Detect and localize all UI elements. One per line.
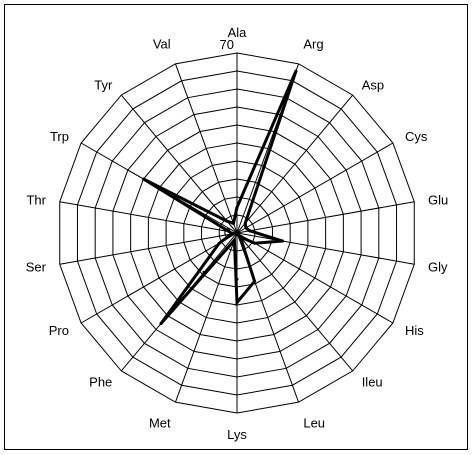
point-tyr: [225, 219, 229, 223]
point-gly: [281, 239, 285, 243]
category-label-phe: Phe: [89, 375, 112, 390]
point-cys: [244, 226, 248, 230]
spoke-cys: [236, 142, 394, 234]
category-label-glu: Glu: [428, 192, 448, 207]
category-label-his: His: [405, 323, 424, 338]
spoke-met: [174, 232, 238, 403]
radial-tick-70: 70: [220, 37, 234, 52]
point-ser: [230, 232, 234, 236]
category-label-asp: Asp: [362, 77, 384, 92]
category-label-cys: Cys: [405, 129, 428, 144]
spoke-tyr: [120, 94, 238, 234]
point-his: [253, 241, 257, 245]
category-labels: Ala Arg Asp Cys Glu Gly His Ileu Leu Lys Met Phe Pro…: [26, 25, 449, 442]
category-label-lys: Lys: [227, 427, 247, 442]
point-val: [231, 221, 235, 225]
radar-spokes: [59, 53, 415, 413]
spoke-asp: [236, 94, 354, 234]
extra-point-phe: [202, 270, 206, 274]
spoke-val: [174, 63, 238, 234]
point-met: [232, 238, 236, 242]
spoke-his: [236, 232, 394, 324]
point-ala: [235, 205, 239, 209]
category-label-thr: Thr: [26, 192, 46, 207]
category-label-trp: Trp: [50, 129, 69, 144]
category-label-met: Met: [149, 415, 171, 430]
point-phe: [159, 322, 163, 326]
spoke-ileu: [236, 232, 354, 372]
category-label-val: Val: [153, 37, 171, 52]
spoke-gly: [236, 232, 415, 265]
category-label-tyr: Tyr: [94, 77, 113, 92]
point-arg: [294, 69, 298, 73]
spoke-thr: [59, 201, 238, 234]
spoke-glu: [236, 201, 415, 234]
category-label-ala: Ala: [228, 25, 248, 40]
point-leu: [253, 279, 257, 283]
spoke-ser: [59, 232, 238, 265]
radar-series: [141, 69, 298, 326]
series-line-0: [142, 70, 298, 325]
category-label-gly: Gly: [428, 260, 448, 275]
category-label-ileu: Ileu: [362, 375, 383, 390]
category-label-ser: Ser: [26, 260, 47, 275]
point-lys: [235, 300, 239, 304]
category-label-leu: Leu: [303, 415, 325, 430]
category-label-arg: Arg: [303, 37, 323, 52]
chart-frame: [4, 4, 468, 450]
category-label-pro: Pro: [49, 323, 69, 338]
radial-tick-labels: 0 70: [220, 37, 234, 240]
point-trp: [141, 177, 145, 181]
point-asp: [243, 221, 247, 225]
point-ileu: [238, 235, 242, 239]
point-thr: [227, 230, 231, 234]
extra-point-lys: [235, 277, 239, 281]
radial-tick-0: 0: [224, 225, 231, 240]
point-pro: [217, 241, 221, 245]
spoke-pro: [80, 232, 238, 324]
point-glu: [248, 229, 252, 233]
